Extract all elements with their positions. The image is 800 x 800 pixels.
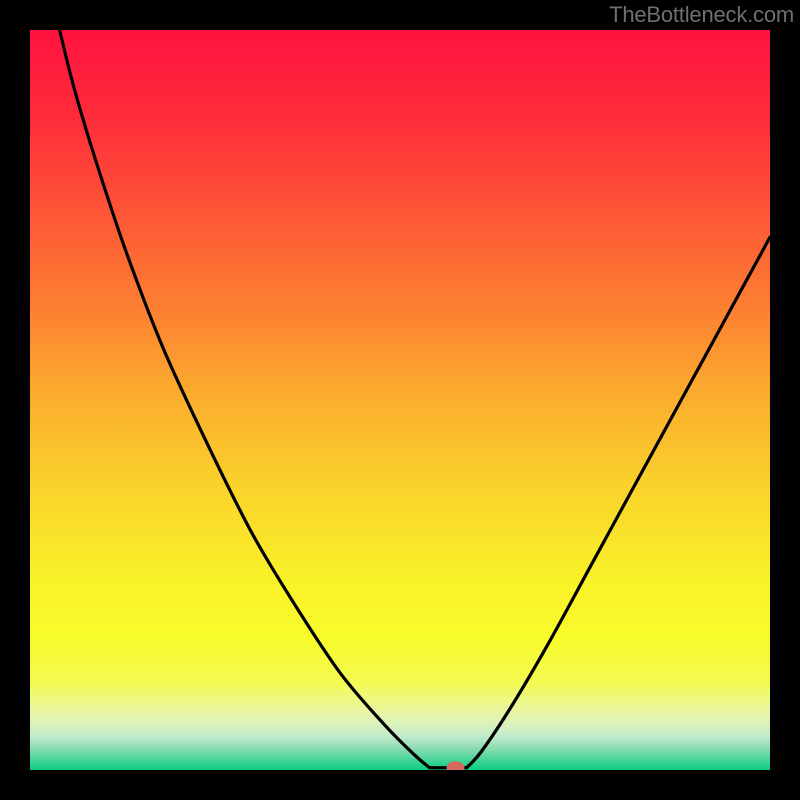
chart-container: TheBottleneck.com [0, 0, 800, 800]
attribution-label: TheBottleneck.com [609, 2, 794, 28]
bottleneck-chart [0, 0, 800, 800]
gradient-plot-area [30, 30, 770, 770]
